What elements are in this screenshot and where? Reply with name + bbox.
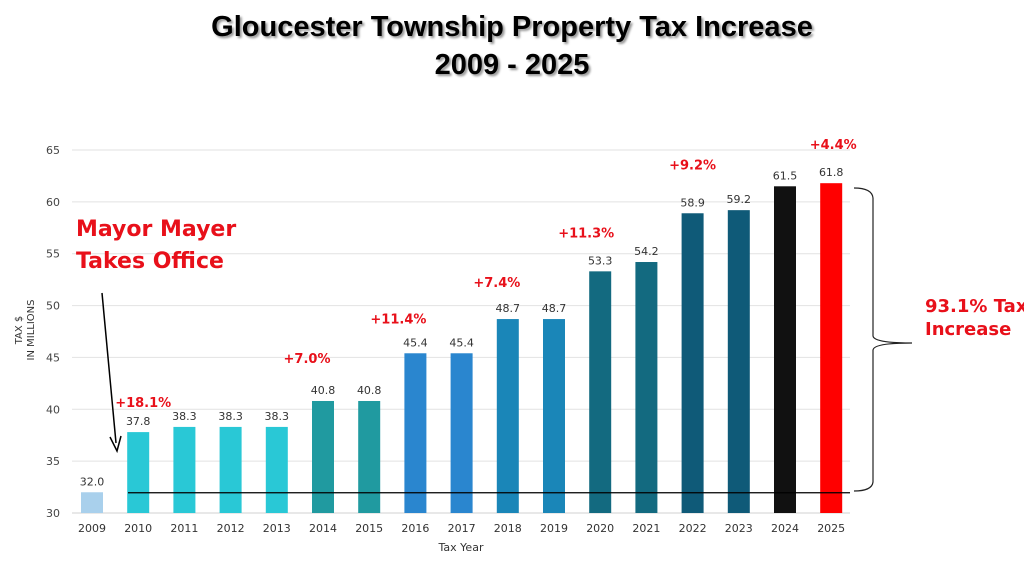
- increase-annotation: +4.4%: [810, 138, 857, 153]
- value-label: 38.3: [265, 410, 290, 423]
- x-tick-label: 2021: [632, 522, 660, 535]
- x-tick-label: 2025: [817, 522, 845, 535]
- bar-2012: [219, 426, 242, 513]
- x-tick-label: 2011: [170, 522, 198, 535]
- bar-2025: [820, 183, 843, 513]
- callout-text: Takes Office: [76, 249, 224, 274]
- value-label: 40.8: [311, 384, 336, 397]
- increase-annotation: +7.0%: [284, 352, 331, 367]
- value-label: 32.0: [80, 475, 105, 488]
- y-axis-label-line: TAX $: [14, 316, 25, 346]
- total-increase-text: 93.1% Tax: [925, 296, 1024, 317]
- total-increase-text: Increase: [925, 319, 1011, 340]
- brace: [853, 187, 913, 492]
- bar-2014: [312, 400, 334, 513]
- y-tick-label: 45: [46, 351, 60, 364]
- x-tick-label: 2020: [586, 522, 614, 535]
- value-label: 38.3: [218, 410, 243, 423]
- value-label: 53.3: [588, 254, 613, 267]
- value-label: 45.4: [403, 336, 428, 349]
- value-label: 37.8: [126, 415, 151, 428]
- value-label: 48.7: [496, 302, 521, 315]
- x-tick-label: 2024: [771, 522, 799, 535]
- value-label: 45.4: [449, 336, 474, 349]
- title-line-1: Gloucester Township Property Tax Increas…: [211, 11, 813, 43]
- x-tick-label: 2009: [78, 522, 106, 535]
- x-tick-label: 2023: [725, 522, 753, 535]
- bar-2011: [173, 426, 196, 513]
- y-tick-label: 40: [46, 403, 60, 416]
- increase-annotation: +11.3%: [558, 226, 614, 241]
- y-tick-label: 30: [46, 507, 60, 520]
- y-axis-label: TAX $IN MILLIONS: [14, 300, 37, 361]
- bar-2022: [681, 213, 704, 513]
- increase-annotation: +7.4%: [473, 276, 520, 291]
- arrow-shaft: [101, 292, 117, 444]
- bar-2013: [265, 426, 288, 513]
- bar-2017: [450, 353, 473, 513]
- bar-2023: [727, 210, 750, 513]
- y-tick-label: 50: [46, 300, 60, 313]
- value-label: 48.7: [542, 302, 567, 315]
- x-tick-label: 2016: [401, 522, 429, 535]
- bar-2019: [543, 319, 565, 513]
- bar-2024: [774, 186, 796, 514]
- bar-2018: [496, 319, 519, 513]
- bar-2021: [635, 262, 658, 513]
- value-label: 59.2: [727, 193, 752, 206]
- bar-2020: [589, 271, 612, 513]
- y-tick-label: 55: [46, 248, 60, 261]
- x-tick-label: 2015: [355, 522, 383, 535]
- y-axis-label-line: IN MILLIONS: [26, 300, 37, 361]
- x-tick-label: 2022: [679, 522, 707, 535]
- value-label: 58.9: [680, 196, 705, 209]
- value-label: 40.8: [357, 384, 382, 397]
- increase-annotation: +11.4%: [370, 312, 426, 327]
- increase-annotation: +9.2%: [669, 158, 716, 173]
- x-tick-label: 2014: [309, 522, 337, 535]
- bar-2016: [404, 353, 427, 513]
- x-tick-label: 2019: [540, 522, 568, 535]
- bar-2009: [81, 492, 103, 513]
- value-label: 54.2: [634, 245, 659, 258]
- chart-title: Gloucester Township Property Tax Increas…: [0, 8, 1024, 84]
- x-axis-label: Tax Year: [438, 541, 484, 554]
- y-tick-label: 60: [46, 196, 60, 209]
- value-label: 61.8: [819, 166, 844, 179]
- x-tick-label: 2012: [217, 522, 245, 535]
- x-tick-label: 2010: [124, 522, 152, 535]
- bar-2010: [127, 432, 150, 513]
- y-tick-label: 35: [46, 455, 60, 468]
- value-label: 38.3: [172, 410, 197, 423]
- increase-annotation: +18.1%: [115, 396, 171, 411]
- x-tick-label: 2013: [263, 522, 291, 535]
- arrow-head-icon: [109, 435, 122, 454]
- x-tick-label: 2017: [448, 522, 476, 535]
- title-line-2: 2009 - 2025: [434, 49, 590, 81]
- y-tick-label: 65: [46, 144, 60, 157]
- value-label: 61.5: [773, 169, 798, 182]
- bar-2015: [358, 400, 381, 513]
- x-tick-label: 2018: [494, 522, 522, 535]
- callout-text: Mayor Mayer: [76, 217, 236, 242]
